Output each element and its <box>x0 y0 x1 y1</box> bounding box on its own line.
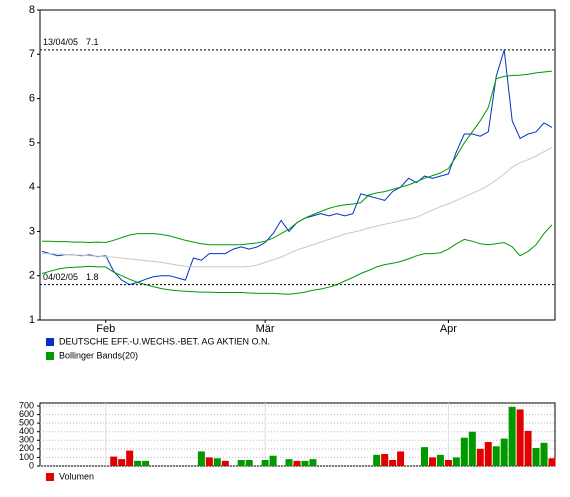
y-tick-label: 500 <box>19 418 34 428</box>
volume-bar <box>444 460 452 466</box>
x-tick-label: Apr <box>440 323 457 335</box>
volume-bar <box>540 442 548 466</box>
legend-swatch <box>46 338 54 346</box>
price-line <box>41 49 553 286</box>
price-plot-frame <box>39 9 556 321</box>
volume-bar <box>397 451 405 466</box>
bollinger-upper <box>42 70 553 246</box>
y-tick-label: 0 <box>29 460 34 470</box>
volume-bar <box>142 460 150 466</box>
volume-bar <box>285 459 293 466</box>
volume-bar <box>373 454 381 466</box>
volume-bar <box>484 442 492 466</box>
annotation-value: 1.8 <box>86 272 99 282</box>
volume-bar <box>500 438 508 466</box>
volume-bar <box>476 448 484 466</box>
y-tick-label: 400 <box>19 426 34 436</box>
volume-bar <box>245 460 253 466</box>
volume-bar <box>452 457 460 466</box>
y-tick-label: 7 <box>29 48 35 60</box>
volume-bar <box>516 409 524 466</box>
annotation-date: 04/02/05 <box>43 272 78 282</box>
volume-bar <box>492 446 500 466</box>
volume-bar <box>301 460 309 466</box>
annotation-value: 7.1 <box>86 37 99 47</box>
y-tick-label: 8 <box>29 4 35 16</box>
volume-bar <box>261 460 269 466</box>
legend-label: Volumen <box>59 471 94 481</box>
volume-bar <box>389 460 397 466</box>
volume-bar <box>134 460 142 466</box>
volume-bar <box>237 460 245 466</box>
y-tick-label: 300 <box>19 435 34 445</box>
y-tick-label: 1 <box>29 314 35 326</box>
y-tick-label: 2 <box>29 270 35 282</box>
volume-bar <box>197 451 205 466</box>
legend-swatch <box>46 473 54 481</box>
volume-bar <box>421 447 428 466</box>
volume-bar <box>508 406 516 466</box>
volume-bar <box>126 450 134 466</box>
legend-swatch <box>46 352 54 360</box>
volume-bar <box>524 430 532 466</box>
volume-bar <box>118 459 126 466</box>
y-tick-label: 200 <box>19 443 34 453</box>
volume-bar <box>213 458 221 466</box>
x-tick-label: Feb <box>96 323 115 335</box>
volume-bar <box>428 457 436 466</box>
y-tick-label: 600 <box>19 409 34 419</box>
volume-bar <box>381 454 389 466</box>
y-tick-label: 100 <box>19 452 34 462</box>
y-tick-label: 3 <box>29 225 35 237</box>
y-tick-label: 4 <box>29 181 35 193</box>
volume-bar <box>436 454 444 466</box>
volume-bar <box>205 457 213 466</box>
bollinger-lower <box>41 224 553 295</box>
volume-bar <box>309 459 317 466</box>
volume-bar <box>110 456 118 466</box>
annotation-date: 13/04/05 <box>43 37 78 47</box>
legend-label: DEUTSCHE EFF.-U.WECHS.-BET. AG AKTIEN O.… <box>59 336 270 346</box>
volume-bar <box>460 437 468 466</box>
volume-bar <box>293 460 301 466</box>
y-tick-label: 5 <box>29 137 35 149</box>
volume-bar <box>269 455 277 466</box>
volume-bar <box>548 458 556 466</box>
legend-label: Bollinger Bands(20) <box>59 350 138 360</box>
volume-bar <box>532 448 540 466</box>
volume-bar <box>468 431 476 466</box>
y-tick-label: 6 <box>29 92 35 104</box>
y-tick-label: 700 <box>19 400 34 410</box>
volume-bar <box>221 460 229 466</box>
x-tick-label: Mär <box>256 323 275 335</box>
bollinger-middle <box>42 146 553 268</box>
